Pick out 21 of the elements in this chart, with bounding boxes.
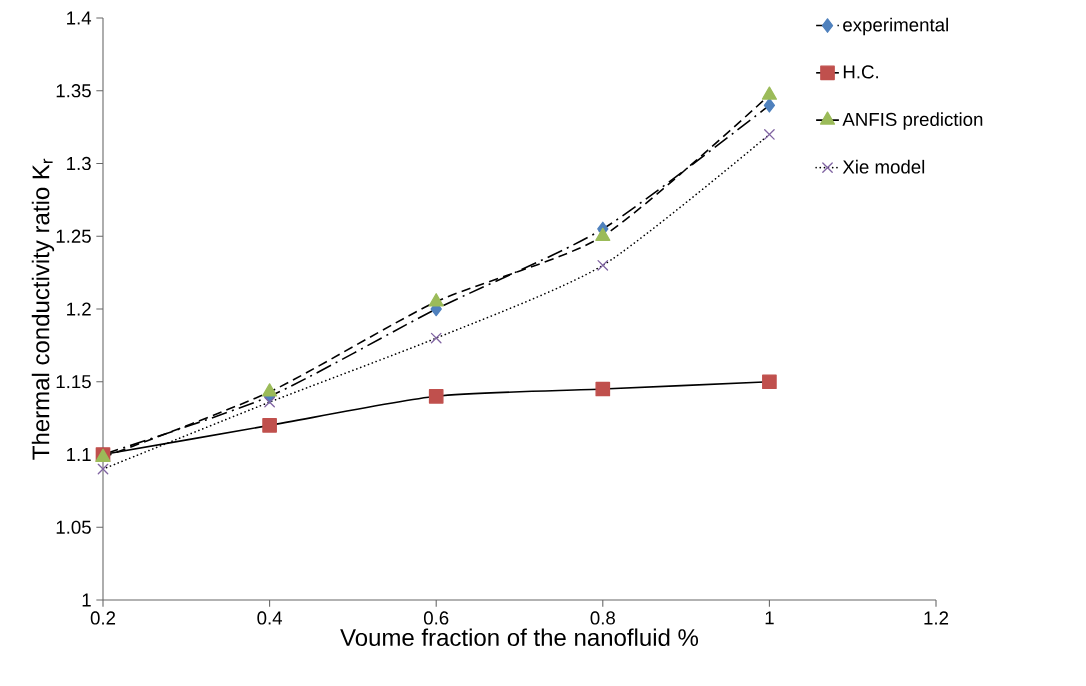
x-tick-label: 0.8 [590,611,615,625]
x-tick-label: 1 [765,611,774,625]
legend-label: experimental [843,17,948,36]
y-tick-label: 1.35 [56,84,91,98]
y-tick-label: 1 [82,593,91,607]
x-tick-label: 0.2 [90,611,116,625]
y-tick-label: 1.2 [67,302,91,316]
x-axis-title: Voume fraction of the nanofluid % [340,628,699,647]
legend-label: ANFIS prediction [842,112,983,130]
y-tick-label: 1.1 [67,448,91,461]
y-tick-label: 1.15 [56,375,91,389]
x-tick-label: 0.6 [423,611,449,625]
y-tick-label: 1.05 [56,520,91,534]
y-tick-label: 1.4 [67,11,92,25]
y-tick-label: 1.3 [67,156,91,171]
x-tick-label: 1.2 [924,611,949,625]
legend-label: Xie model [842,159,925,174]
y-tick-label: 1.25 [56,229,91,243]
x-tick-label: 0.4 [257,611,283,625]
legend-label: H.C. [843,65,878,79]
y-axis-title: Thermal conductivity ratio K$_{r}$ [31,158,55,460]
